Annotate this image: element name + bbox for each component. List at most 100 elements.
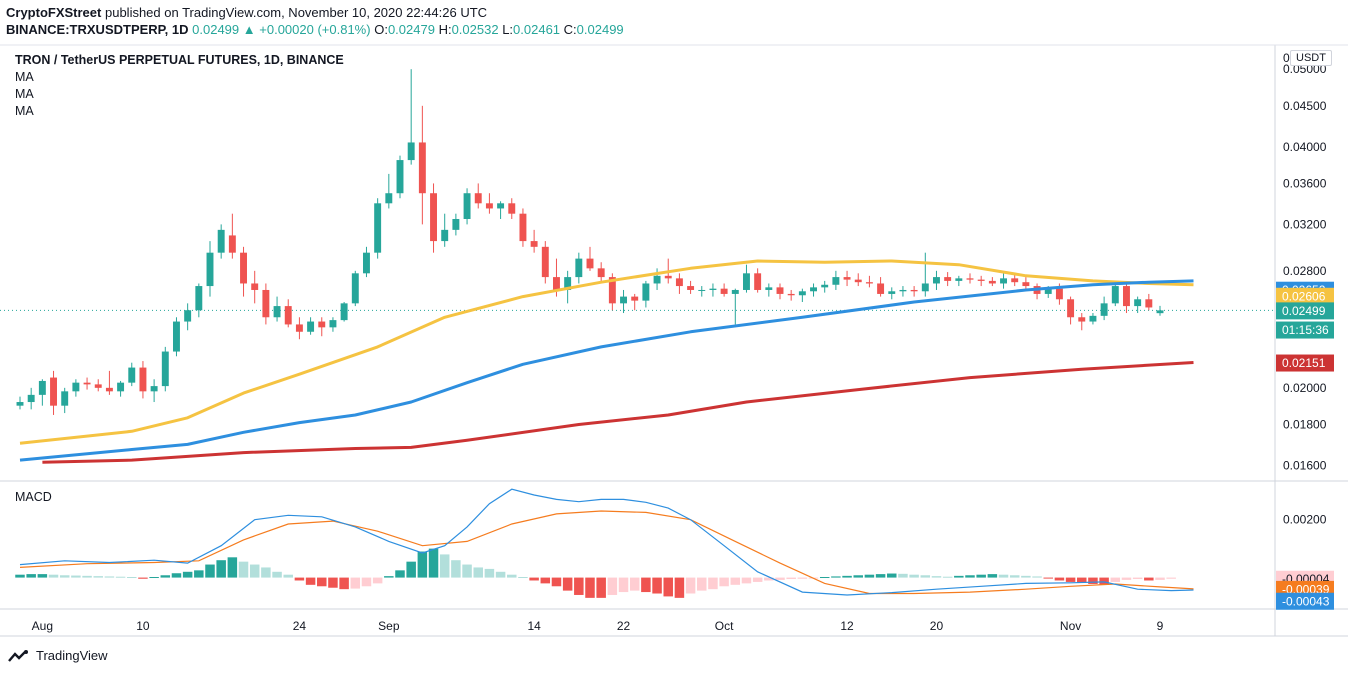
ohlc-line: BINANCE:TRXUSDTPERP, 1D 0.02499 ▲ +0.000… bbox=[6, 22, 624, 37]
macd-histogram-bar bbox=[283, 574, 293, 578]
macd-histogram-bar bbox=[227, 557, 238, 578]
candle-body bbox=[519, 213, 527, 242]
macd-histogram-bar bbox=[451, 560, 461, 578]
macd-histogram-bar bbox=[562, 577, 573, 591]
candle-body bbox=[474, 193, 482, 204]
macd-histogram-bar bbox=[361, 577, 372, 587]
candle-body bbox=[720, 288, 728, 294]
price-tag-bg bbox=[1276, 321, 1334, 339]
macd-histogram-bar bbox=[294, 577, 305, 581]
candle-body bbox=[620, 296, 627, 304]
candle-body bbox=[452, 218, 460, 230]
macd-histogram-bar bbox=[585, 577, 595, 598]
macd-histogram-bar bbox=[37, 574, 48, 578]
macd-histogram-bar bbox=[898, 573, 908, 578]
y-tick-label: 0.04000 bbox=[1283, 140, 1327, 154]
macd-histogram-bar bbox=[205, 564, 215, 578]
candle-body bbox=[631, 296, 639, 301]
macd-histogram-bar bbox=[1144, 577, 1154, 581]
macd-histogram-bar bbox=[864, 574, 875, 578]
macd-histogram-bar bbox=[1110, 577, 1121, 582]
ma-legend-2[interactable]: MA bbox=[15, 87, 34, 101]
macd-histogram-bar bbox=[149, 577, 159, 579]
macd-histogram-bar bbox=[406, 561, 416, 578]
macd-histogram-bar bbox=[641, 577, 651, 593]
candle-body bbox=[821, 284, 829, 288]
candle-body bbox=[1111, 286, 1119, 304]
candle-body bbox=[776, 287, 784, 294]
macd-histogram-bar bbox=[71, 575, 81, 578]
y-tick-label: 0.02000 bbox=[1283, 381, 1327, 395]
macd-histogram-bar bbox=[272, 571, 282, 578]
candle-body bbox=[497, 203, 505, 209]
macd-histogram-bar bbox=[708, 577, 718, 590]
candle-body bbox=[184, 310, 192, 322]
candle-body bbox=[150, 386, 158, 392]
macd-histogram-bar bbox=[797, 577, 808, 579]
ma-fast-line bbox=[19, 259, 1194, 445]
tradingview-footer[interactable]: TradingView bbox=[8, 648, 108, 663]
published-text: published on TradingView.com, November 1… bbox=[104, 5, 488, 20]
macd-histogram-bar bbox=[819, 577, 830, 579]
ma-legend-3[interactable]: MA bbox=[15, 104, 34, 118]
candle-body bbox=[1123, 286, 1130, 307]
macd-histogram-bar bbox=[574, 577, 584, 595]
low-value: 0.02461 bbox=[513, 22, 561, 37]
macd-histogram-bar bbox=[596, 577, 606, 598]
candle-body bbox=[262, 289, 270, 318]
macd-histogram-bar bbox=[127, 577, 137, 579]
candle-body bbox=[463, 193, 471, 219]
macd-histogram-bar bbox=[372, 577, 383, 584]
candle-body bbox=[329, 320, 337, 328]
x-tick-label: 14 bbox=[527, 619, 541, 633]
close-label: C: bbox=[563, 22, 577, 37]
macd-legend[interactable]: MACD bbox=[15, 490, 52, 504]
candle-body bbox=[899, 289, 907, 292]
publisher-name[interactable]: CryptoFXStreet bbox=[6, 5, 102, 20]
macd-histogram-bar bbox=[954, 575, 964, 578]
candle-body bbox=[161, 351, 169, 387]
candle-body bbox=[1055, 288, 1063, 300]
candle-body bbox=[363, 252, 370, 274]
candle-body bbox=[955, 278, 963, 281]
macd-histogram-bar bbox=[182, 571, 193, 578]
macd-histogram-bar bbox=[104, 576, 115, 578]
macd-histogram-bar bbox=[1088, 577, 1098, 584]
candle-body bbox=[251, 283, 259, 290]
symbol-label: BINANCE:TRXUSDTPERP, 1D bbox=[6, 22, 189, 37]
ma-slow-line bbox=[42, 361, 1194, 464]
candle-body bbox=[754, 273, 762, 290]
candle-body bbox=[1134, 299, 1142, 307]
candle-body bbox=[240, 252, 247, 284]
candle-body bbox=[228, 235, 236, 253]
candle-body bbox=[731, 289, 739, 294]
candle-body bbox=[988, 280, 996, 284]
macd-histogram-bar bbox=[987, 574, 998, 578]
candle-body bbox=[843, 277, 851, 280]
publish-info: CryptoFXStreet published on TradingView.… bbox=[6, 5, 487, 20]
candle-body bbox=[318, 321, 326, 328]
macd-histogram-bar bbox=[942, 576, 953, 578]
candle-body bbox=[72, 382, 80, 392]
x-tick-label: 22 bbox=[617, 619, 631, 633]
macd-y-tick-label: 0.00200 bbox=[1283, 513, 1327, 527]
macd-histogram-bar bbox=[93, 576, 103, 578]
currency-button[interactable]: USDT bbox=[1290, 50, 1332, 66]
macd-histogram-bar bbox=[82, 575, 92, 578]
macd-histogram-bar bbox=[831, 576, 841, 578]
macd-histogram-bar bbox=[697, 577, 707, 591]
macd-histogram-bar bbox=[887, 573, 897, 578]
ma-legend-1[interactable]: MA bbox=[15, 70, 34, 84]
candle-body bbox=[195, 286, 203, 311]
chart-title: TRON / TetherUS PERPETUAL FUTURES, 1D, B… bbox=[15, 53, 344, 67]
candle-body bbox=[61, 391, 69, 406]
macd-histogram-bar bbox=[138, 577, 148, 579]
candle-body bbox=[832, 277, 840, 285]
macd-histogram-bar bbox=[618, 577, 629, 593]
y-tick-label: 0.03600 bbox=[1283, 176, 1327, 190]
price-tag-bg bbox=[1276, 287, 1334, 305]
candle-body bbox=[50, 377, 57, 406]
candle-body bbox=[1156, 310, 1164, 314]
candle-body bbox=[854, 279, 862, 283]
